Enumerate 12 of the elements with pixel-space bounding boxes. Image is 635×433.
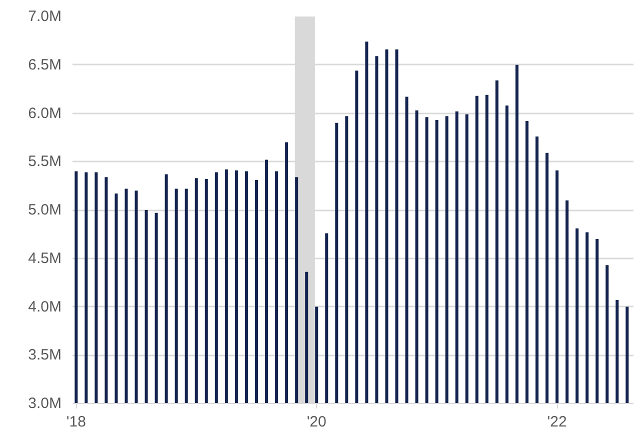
y-tick-label: 6.5M xyxy=(28,56,62,74)
y-tick-label: 4.5M xyxy=(28,250,62,267)
y-tick-label: 3.5M xyxy=(28,346,62,364)
y-tick-label: 5.0M xyxy=(28,202,62,218)
x-tick-label: '18 xyxy=(66,414,86,430)
y-tick-label: 6.0M xyxy=(28,104,62,122)
x-tick-label: '22 xyxy=(547,414,567,430)
y-tick-label: 5.5M xyxy=(28,153,62,170)
y-tick-label: 4.0M xyxy=(28,298,62,316)
y-tick-label: 7.0M xyxy=(28,8,62,25)
x-tick-label: '20 xyxy=(306,414,326,430)
y-tick-label: 3.0M xyxy=(28,395,62,412)
